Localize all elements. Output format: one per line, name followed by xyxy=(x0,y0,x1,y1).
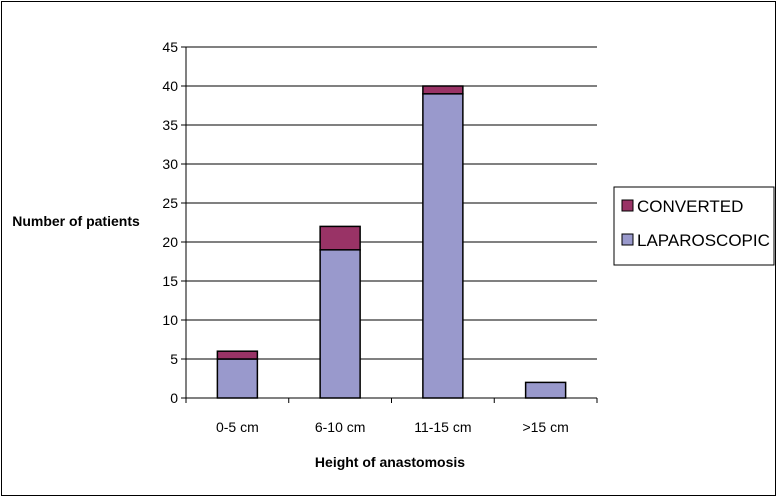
bar-laparoscopic-3 xyxy=(524,381,567,399)
bar-converted-1 xyxy=(319,225,361,251)
x-tick-label: 11-15 cm xyxy=(414,419,471,435)
bar-laparoscopic-0 xyxy=(216,358,259,399)
y-tick-label: 30 xyxy=(162,156,178,172)
y-axis-ticks: 0 5 10 15 20 25 30 35 40 45 xyxy=(162,39,186,406)
legend-label-laparoscopic: LAPAROSCOPIC xyxy=(637,231,770,250)
y-tick-label: 5 xyxy=(170,351,178,367)
y-tick-label: 45 xyxy=(162,39,178,55)
gridlines xyxy=(186,46,597,360)
bar-converted-0 xyxy=(216,350,259,360)
legend-box xyxy=(613,186,775,266)
bar-laparoscopic-1 xyxy=(319,249,361,399)
y-tick-label: 25 xyxy=(162,195,178,211)
x-tick-label: 6-10 cm xyxy=(315,419,366,435)
y-tick-label: 35 xyxy=(162,117,178,133)
y-tick-label: 20 xyxy=(162,234,178,250)
y-tick-label: 40 xyxy=(162,78,178,94)
bar-laparoscopic-2 xyxy=(422,93,464,399)
legend-swatch-laparoscopic xyxy=(621,233,634,246)
legend: CONVERTED LAPAROSCOPIC xyxy=(613,186,775,266)
bar-converted-2 xyxy=(422,85,464,95)
x-tick-label: >15 cm xyxy=(522,419,568,435)
y-tick-label: 10 xyxy=(162,312,178,328)
y-tick-label: 15 xyxy=(162,273,178,289)
x-axis-title: Height of anastomosis xyxy=(315,454,465,470)
legend-label-converted: CONVERTED xyxy=(637,197,743,216)
y-axis-title: Number of patients xyxy=(12,213,140,229)
y-tick-label: 0 xyxy=(170,390,178,406)
legend-swatch-converted xyxy=(621,199,634,212)
x-axis-ticks: 0-5 cm 6-10 cm 11-15 cm >15 cm xyxy=(185,398,598,435)
x-tick-label: 0-5 cm xyxy=(216,419,259,435)
